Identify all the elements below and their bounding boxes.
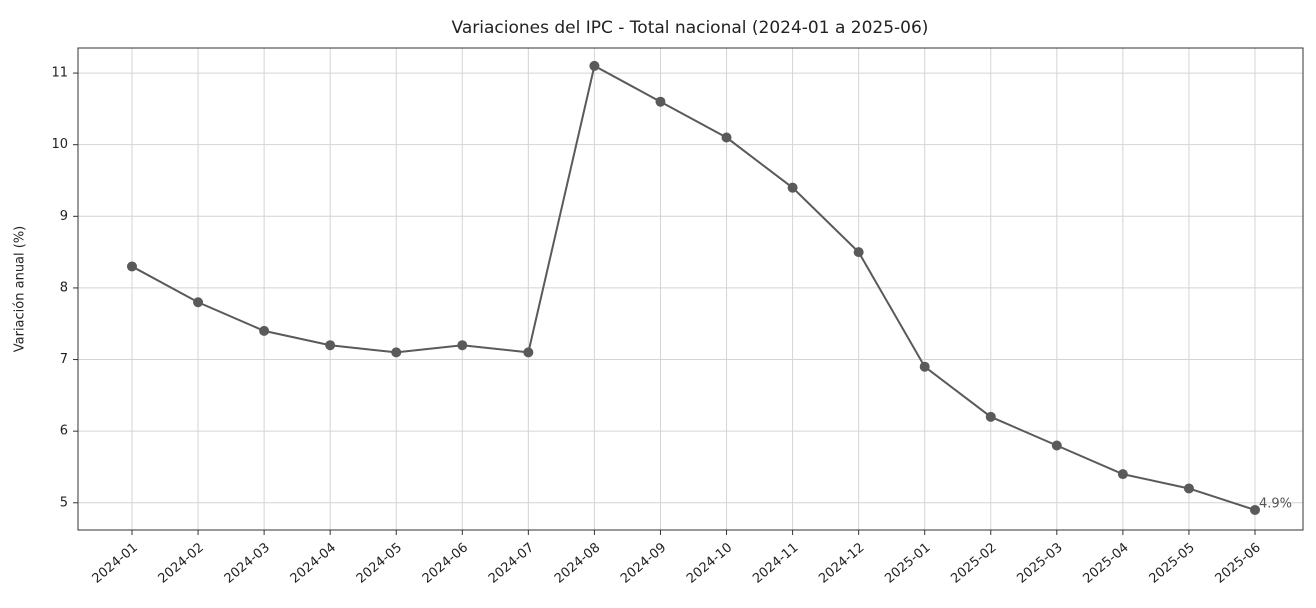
data-point [919,361,930,372]
x-tick-label: 2025-03 [1014,540,1065,586]
chart-title: Variaciones del IPC - Total nacional (20… [452,18,929,38]
data-point [1051,440,1062,451]
x-tick-label: 2024-02 [156,540,207,586]
x-tick-label: 2025-01 [882,540,933,586]
data-point [853,247,864,258]
y-tick-label: 5 [60,495,68,510]
data-point [655,96,666,107]
data-point [1117,469,1128,480]
x-tick-label: 2024-10 [684,540,735,586]
x-tick-label: 2024-03 [222,540,273,586]
data-point [985,411,996,422]
data-point [391,347,402,358]
x-tick-label: 2025-02 [948,540,999,586]
data-point [127,261,137,272]
x-tick-label: 2024-09 [618,540,669,586]
x-tick-label: 2025-06 [1213,540,1264,586]
x-tick-label: 2025-04 [1080,540,1131,586]
data-line [131,64,1256,511]
data-label: 4.9% [1259,496,1292,511]
data-point [259,325,270,336]
x-tick-label: 2024-11 [750,540,801,586]
x-tick-label: 2024-08 [552,540,603,586]
y-tick-label: 6 [60,424,68,439]
x-tick-label: 2024-07 [486,540,537,586]
y-tick-label: 10 [51,137,68,152]
data-point [193,297,204,308]
y-tick-label: 8 [60,280,68,295]
y-axis-label: Variación anual (%) [13,226,28,353]
plot-frame [77,47,1304,531]
x-tick-label: 2025-05 [1147,540,1198,586]
x-tick-label: 2024-01 [90,540,141,586]
data-point [457,340,468,351]
data-point [721,132,732,143]
data-point [325,340,336,351]
x-tick-label: 2024-12 [816,540,867,586]
data-point [787,182,798,193]
y-tick-label: 7 [60,352,68,367]
x-tick-label: 2024-04 [288,540,339,586]
y-tick-label: 11 [51,66,68,81]
data-point [1183,483,1194,494]
data-point [523,347,534,358]
data-point [1250,504,1260,515]
data-point [589,60,600,71]
x-tick-label: 2024-05 [354,540,405,586]
y-tick-label: 9 [60,209,68,224]
x-tick-label: 2024-06 [420,540,471,586]
